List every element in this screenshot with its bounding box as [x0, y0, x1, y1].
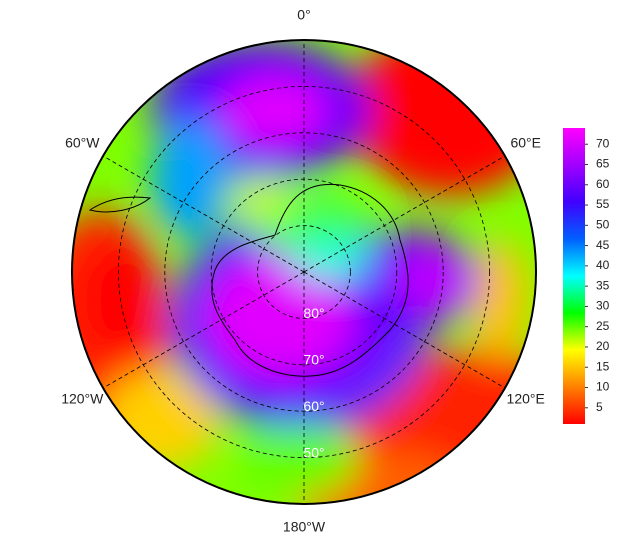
- colorbar-tick-label: 70: [596, 136, 610, 150]
- colorbar-tick-label: 55: [596, 197, 610, 211]
- meridian: [102, 155, 305, 273]
- colorbar-tick-label: 20: [596, 339, 610, 353]
- meridian-label: 180°W: [283, 519, 326, 535]
- colorbar-tick-label: 15: [596, 359, 610, 373]
- colorbar-tick-label: 45: [596, 238, 610, 252]
- colorbar: 5 10 15 20 25 30 35 40 45 50 55 60 65 70: [563, 128, 610, 424]
- meridian-label: 0°: [297, 7, 310, 23]
- meridian: [303, 155, 506, 273]
- meridian: [303, 271, 506, 389]
- colorbar-tick-label: 50: [596, 217, 610, 231]
- map-boundary: [71, 39, 537, 505]
- parallel: [210, 178, 398, 366]
- parallel-label: 60°: [303, 398, 324, 414]
- parallel: [164, 132, 444, 412]
- parallel: [257, 225, 351, 319]
- parallel-label: 80°: [303, 305, 324, 321]
- colorbar-tick-label: 60: [596, 177, 610, 191]
- colorbar-tick-label: 10: [596, 380, 610, 394]
- colorbar-tick-label: 40: [596, 258, 610, 272]
- meridian-label: 60°W: [65, 135, 100, 151]
- meridian-label: 120°E: [507, 391, 545, 407]
- coastline: [211, 183, 409, 377]
- parallel-label: 70°: [303, 352, 324, 368]
- colorbar-tick-label: 5: [596, 400, 603, 414]
- colorbar-tick-label: 30: [596, 299, 610, 313]
- meridian-label: 120°W: [61, 391, 104, 407]
- colorbar-tick-label: 65: [596, 157, 610, 171]
- colorbar-tick-label: 35: [596, 278, 610, 292]
- graticule: [102, 40, 506, 504]
- labels: 0° 60°E 120°E 180°W 120°W 60°W 80° 70° 60° 50°: [61, 7, 545, 535]
- parallel: [117, 85, 491, 459]
- colorbar-tick-label: 25: [596, 319, 610, 333]
- coastline: [88, 196, 152, 213]
- meridian-label: 60°E: [510, 135, 541, 151]
- meridian: [102, 271, 305, 389]
- colorbar-scale: [563, 128, 585, 424]
- parallel-label: 50°: [303, 444, 324, 460]
